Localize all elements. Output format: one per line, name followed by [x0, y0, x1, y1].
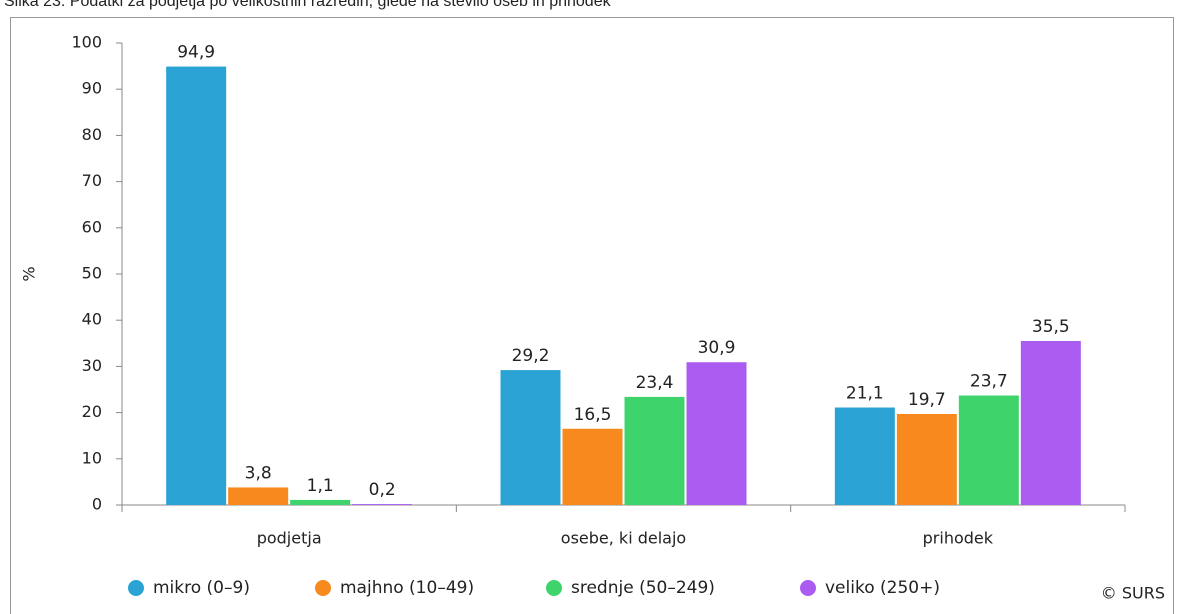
x-tick-label: osebe, ki delajo [561, 529, 686, 548]
value-label: 21,1 [846, 384, 884, 404]
bar [686, 362, 747, 505]
value-label: 23,7 [970, 372, 1008, 392]
bar [228, 487, 289, 505]
bar [624, 396, 685, 505]
value-label: 23,4 [636, 373, 674, 393]
bar [166, 66, 227, 505]
value-label: 35,5 [1032, 317, 1070, 337]
legend-label: srednje (50–249) [571, 578, 715, 598]
y-tick-label: 0 [92, 495, 102, 514]
y-tick-label: 80 [82, 125, 102, 144]
value-label: 3,8 [245, 463, 272, 483]
y-tick-label: 60 [82, 217, 102, 236]
y-tick-label: 50 [82, 264, 102, 283]
x-tick-label: podjetja [257, 529, 322, 548]
y-tick-label: 40 [82, 310, 102, 329]
bar [500, 370, 561, 505]
chart-title: Slika 23: Podatki za podjetja po velikos… [4, 0, 612, 10]
legend-label: veliko (250+) [825, 578, 940, 598]
bar [352, 504, 413, 505]
value-label: 29,2 [512, 346, 550, 366]
y-tick-label: 30 [82, 356, 102, 375]
bar [958, 395, 1019, 505]
legend-marker [800, 580, 816, 596]
legend-marker [546, 580, 562, 596]
legend-label: mikro (0–9) [153, 578, 250, 598]
value-label: 30,9 [698, 338, 736, 358]
bar [896, 413, 957, 505]
bar [834, 407, 895, 505]
value-label: 0,2 [369, 480, 396, 500]
legend-label: majhno (10–49) [340, 578, 474, 598]
y-tick-label: 100 [71, 33, 102, 52]
value-label: 1,1 [307, 476, 334, 496]
legend-marker [128, 580, 144, 596]
y-tick-label: 90 [82, 79, 102, 98]
value-label: 94,9 [177, 43, 215, 63]
legend-marker [315, 580, 331, 596]
value-label: 16,5 [574, 405, 612, 425]
bar [1020, 340, 1081, 505]
bar [562, 428, 623, 505]
y-axis-label: % [20, 266, 39, 281]
credit: © SURS [1101, 584, 1165, 603]
y-tick-label: 10 [82, 448, 102, 467]
y-tick-label: 70 [82, 171, 102, 190]
value-label: 19,7 [908, 390, 946, 410]
y-tick-label: 20 [82, 402, 102, 421]
bar [290, 499, 351, 505]
x-tick-label: prihodek [923, 529, 994, 548]
